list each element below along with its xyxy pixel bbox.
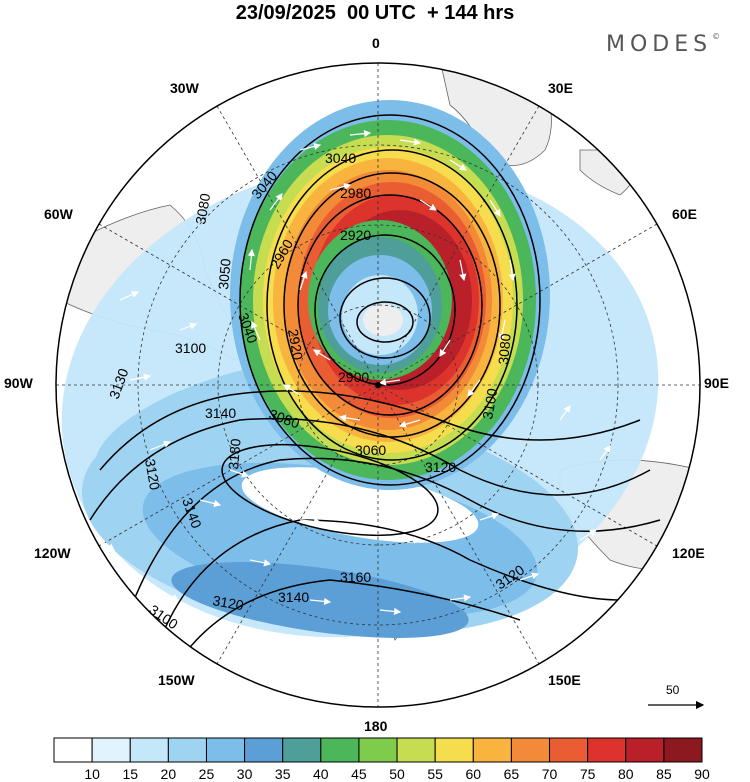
contour-label: 3120 [425,459,456,475]
contour-label: 3060 [355,442,386,458]
contour-label: 3120 [142,458,163,492]
lon-label-180: 180 [364,718,388,734]
lon-label-30w: 30W [170,80,199,96]
lon-label-120e: 120E [672,545,705,561]
contour-label: 3120 [211,592,245,613]
colorbar-tick-label: 15 [122,766,139,782]
graticule [56,63,700,707]
colorbar-swatch [549,737,589,763]
colorbar-swatch [282,737,322,763]
colorbar-tick-label: 40 [313,766,329,782]
colorbar-swatch [510,737,551,763]
contour-label: 3100 [479,387,500,421]
colorbar-tick-label: 20 [160,766,177,782]
map-title: 23/09/2025 00 UTC + 144 hrs [235,2,515,24]
modes-logo: MODES© [606,32,721,57]
colorbar-tick-label: 30 [236,766,253,782]
contour-label: 3050 [215,258,234,291]
colorbar-tick-label: 35 [274,766,291,782]
colorbar [53,737,703,763]
colorbar-swatch [167,737,207,763]
map-border [55,62,701,708]
wind-vectors [99,130,611,615]
colorbar-tick-label: 80 [617,766,634,782]
colorbar-swatch [663,737,703,763]
colorbar-swatch [320,737,360,763]
colorbar-tick-label: 70 [541,766,558,782]
wind-speed-shading [61,100,659,638]
contour-label: 2900 [338,369,369,385]
contour-label: 3140 [278,589,309,605]
lon-label-150e: 150E [548,672,581,688]
contour-label: 3140 [205,405,236,421]
colorbar-tick-label: 90 [694,766,710,782]
colorbar-tick-label: 75 [579,766,596,782]
colorbar-tick-label: 45 [351,766,367,782]
colorbar-tick-label: 50 [389,766,405,782]
colorbar-swatch [472,737,512,763]
lon-label-0: 0 [372,35,380,51]
colorbar-swatch [244,737,284,763]
colorbar-swatch [358,737,398,763]
contour-label: 2920 [285,328,306,362]
lon-label-90e: 90E [704,375,729,391]
contour-label: 3080 [495,333,514,366]
colorbar-swatch [396,737,436,763]
reference-vector-label: 50 [666,683,680,697]
contour-label: 3160 [340,569,371,585]
colorbar-tick-label: 65 [503,766,520,782]
lon-label-60e: 60E [672,206,697,222]
colorbar-swatch [625,737,665,763]
colorbar-tick-label: 25 [198,766,215,782]
colorbar-tick-label: 60 [465,766,482,782]
geopotential-contours [89,114,661,661]
contour-label: 2980 [340,185,371,201]
lon-label-90w: 90W [4,375,33,391]
colorbar-swatch [205,737,246,763]
pole-marker [375,382,381,388]
lon-label-60w: 60W [44,206,73,222]
contour-label: 3180 [225,438,244,471]
colorbar-tick-label: 10 [84,766,100,782]
colorbar-swatch [129,737,169,763]
colorbar-swatch [53,737,93,763]
colorbar-tick-label: 85 [656,766,672,782]
contour-label: 2920 [340,227,371,243]
contour-label: 3080 [192,192,213,226]
contour-label: 3040 [325,150,356,166]
lon-label-150w: 150W [158,672,195,688]
colorbar-swatch [587,737,627,763]
lon-label-120w: 120W [34,545,71,561]
contour-label: 3100 [175,340,206,356]
colorbar-swatch [434,737,474,763]
lon-label-30e: 30E [548,80,573,96]
colorbar-swatch [91,737,131,763]
colorbar-tick-label: 55 [427,766,443,782]
